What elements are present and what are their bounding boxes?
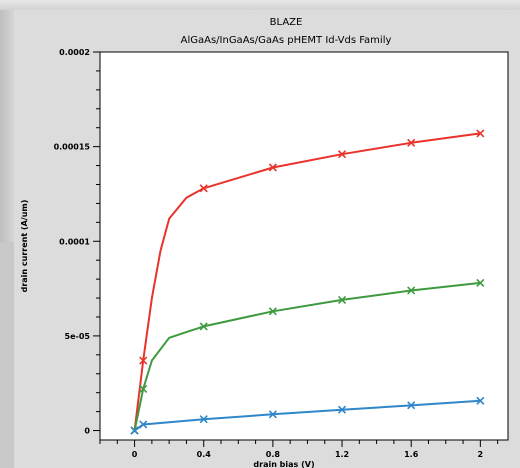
- series-1-point: [139, 356, 148, 365]
- y-tick-label: 5e-05: [65, 332, 91, 341]
- series-2-point: [139, 384, 148, 393]
- x-axis-label: drain bias (V): [253, 460, 314, 468]
- y-tick-label: 0.0001: [59, 237, 90, 246]
- series-3-point: [476, 396, 485, 405]
- series-2-point: [199, 322, 208, 331]
- x-tick-label: 0.8: [266, 450, 281, 459]
- y-tick-label: 0.00015: [54, 143, 91, 152]
- series-2-point: [407, 286, 416, 295]
- series-3-point: [199, 415, 208, 424]
- window-title: BLAZE: [270, 17, 303, 28]
- x-tick-label: 1.6: [404, 450, 419, 459]
- chart-title: AlGaAs/InGaAs/GaAs pHEMT Id-Vds Family: [181, 35, 392, 46]
- left-side-panel: [0, 10, 15, 242]
- series-1-point: [407, 138, 416, 147]
- series-3-point: [407, 401, 416, 410]
- x-tick-label: 0: [132, 450, 138, 459]
- chart-svg: BLAZE AlGaAs/InGaAs/GaAs pHEMT Id-Vds Fa…: [20, 17, 509, 468]
- x-tick-label: 2: [478, 450, 484, 459]
- series-2-point: [337, 295, 347, 305]
- x-tick-label: 1.2: [335, 450, 349, 459]
- y-tick-label: 0: [84, 427, 90, 436]
- series-1-point: [476, 129, 485, 138]
- x-tick-label: 0.4: [197, 450, 212, 459]
- series-3-point: [337, 405, 347, 414]
- y-axis-label: drain current (A/um): [20, 200, 29, 293]
- series-1-line: [133, 132, 481, 431]
- series-2-point: [268, 307, 277, 316]
- series-1-point: [268, 163, 277, 172]
- series-3-point: [268, 410, 277, 419]
- series-3-point: [130, 426, 139, 435]
- plot-area: [99, 51, 509, 441]
- series-2-point: [476, 278, 485, 287]
- series-2-line: [133, 281, 481, 431]
- plot-window: BLAZE AlGaAs/InGaAs/GaAs pHEMT Id-Vds Fa…: [14, 10, 520, 468]
- y-tick-label: 0.0002: [59, 48, 90, 57]
- series-1-point: [199, 184, 208, 193]
- series-3-point: [139, 420, 148, 429]
- series-1-point: [337, 150, 347, 159]
